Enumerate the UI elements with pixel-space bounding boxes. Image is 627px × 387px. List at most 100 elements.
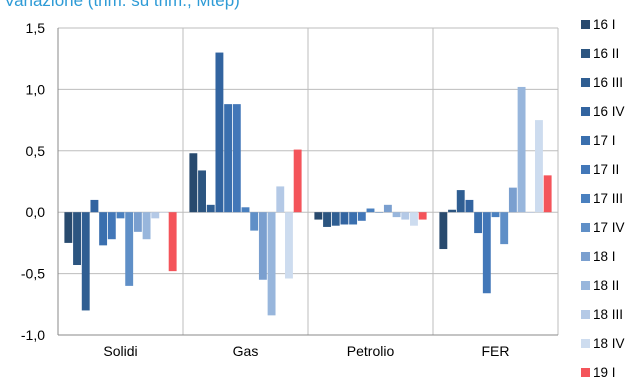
bar <box>340 212 349 225</box>
y-tick-label: -0,5 <box>21 266 45 282</box>
legend-swatch <box>581 223 590 232</box>
legend-item: 16 III <box>581 68 627 97</box>
legend: 16 I 16 II 16 III 16 IV 17 I 17 II 17 III 17 IV… <box>581 10 627 387</box>
bar <box>349 212 358 225</box>
legend-swatch <box>581 252 590 261</box>
legend-item: 16 I <box>581 10 627 39</box>
legend-label: 17 II <box>593 162 620 177</box>
legend-item: 18 III <box>581 300 627 329</box>
legend-item: 16 II <box>581 39 627 68</box>
bar <box>116 212 125 219</box>
bar <box>189 153 198 213</box>
y-tick-label: 0,5 <box>26 143 46 159</box>
legend-item: 17 III <box>581 184 627 213</box>
legend-item: 18 II <box>581 271 627 300</box>
x-tick-label: FER <box>482 343 510 359</box>
legend-item: 18 I <box>581 242 627 271</box>
legend-label: 16 II <box>593 46 620 61</box>
bar <box>293 149 302 213</box>
bar <box>465 199 474 213</box>
legend-label: 18 IV <box>593 336 625 351</box>
x-tick-label: Solidi <box>103 343 137 359</box>
bar <box>517 86 526 213</box>
bar <box>215 52 224 213</box>
legend-swatch <box>581 368 590 377</box>
bar <box>448 209 456 213</box>
bar <box>160 212 168 213</box>
bar <box>285 212 293 279</box>
legend-swatch <box>581 107 590 116</box>
bar <box>410 212 418 226</box>
y-tick-label: 0,0 <box>26 204 46 220</box>
bar <box>206 204 215 213</box>
legend-swatch <box>581 194 590 203</box>
bar <box>314 212 323 220</box>
bar <box>491 212 500 218</box>
legend-swatch <box>581 78 590 87</box>
legend-swatch <box>581 20 590 29</box>
legend-label: 17 I <box>593 133 616 148</box>
legend-label: 16 IV <box>593 104 625 119</box>
legend-swatch <box>581 281 590 290</box>
legend-label: 18 III <box>593 307 624 322</box>
bar <box>107 212 116 240</box>
bar <box>276 186 285 213</box>
bar <box>456 190 465 213</box>
bar <box>535 120 543 213</box>
legend-item: 17 IV <box>581 213 627 242</box>
legend-swatch <box>581 310 590 319</box>
legend-item: 16 IV <box>581 97 627 126</box>
legend-swatch <box>581 165 590 174</box>
legend-label: 18 II <box>593 278 620 293</box>
bar <box>267 212 276 316</box>
legend-label: 18 I <box>593 249 616 264</box>
bar <box>323 212 331 227</box>
bar <box>258 212 267 280</box>
chart-title: Variazione (trim. su trim., Mtep) <box>4 0 240 10</box>
bar <box>142 212 151 240</box>
legend-swatch <box>581 49 590 58</box>
bar <box>232 104 241 213</box>
bar <box>125 212 134 286</box>
legend-swatch <box>581 339 590 348</box>
legend-item: 17 I <box>581 126 627 155</box>
bar <box>250 212 259 231</box>
bar <box>133 212 142 232</box>
bar <box>90 199 99 213</box>
legend-label: 19 I <box>593 365 616 380</box>
bar <box>198 170 206 213</box>
bar <box>500 212 509 245</box>
bar <box>73 212 81 266</box>
bar <box>366 208 375 213</box>
bar <box>482 212 491 294</box>
y-tick-label: 1,5 <box>26 20 46 36</box>
bar <box>64 212 73 243</box>
legend-swatch <box>581 136 590 145</box>
bar <box>401 212 410 220</box>
bar <box>508 187 517 213</box>
bar <box>543 175 552 213</box>
bar <box>81 212 90 311</box>
bar <box>526 212 535 213</box>
bar <box>418 212 427 220</box>
bar <box>224 104 233 213</box>
x-tick-label: Gas <box>233 343 259 359</box>
legend-label: 16 I <box>593 17 616 32</box>
legend-label: 17 IV <box>593 220 625 235</box>
axes: -1,0 -0,5 0,0 0,5 1,0 1,5 Solidi Gas Petrolio FER <box>21 20 558 359</box>
bar <box>383 204 392 213</box>
legend-item: 19 I <box>581 358 627 387</box>
legend-label: 17 III <box>593 191 624 206</box>
bar <box>392 212 401 218</box>
legend-item: 17 II <box>581 155 627 184</box>
bars <box>64 52 552 316</box>
chart-plot: -1,0 -0,5 0,0 0,5 1,0 1,5 Solidi Gas Petrolio FER <box>21 20 559 359</box>
bar <box>168 212 177 272</box>
legend-item: 18 IV <box>581 329 627 358</box>
bar <box>331 212 340 226</box>
bar <box>439 212 448 250</box>
bar <box>151 212 160 219</box>
legend-label: 16 III <box>593 75 624 90</box>
bar <box>99 212 108 246</box>
y-tick-label: -1,0 <box>21 327 45 343</box>
